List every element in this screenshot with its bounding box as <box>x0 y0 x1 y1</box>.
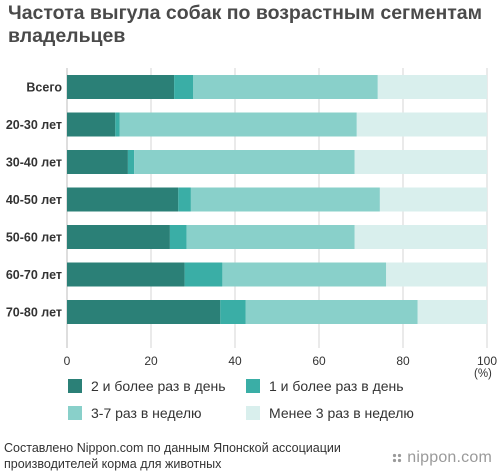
legend-item-series-3: 3-7 раз в неделю <box>68 405 202 421</box>
legend-swatch <box>246 406 260 420</box>
bar-segment <box>67 150 128 174</box>
bar-segment <box>67 75 175 99</box>
bar-segment <box>417 300 487 324</box>
category-label: 40-50 лет <box>6 193 62 207</box>
x-tick-label: 60 <box>312 354 326 368</box>
legend-item-series-4: Менее 3 раз в неделю <box>246 405 414 421</box>
bar-segment <box>220 300 246 324</box>
bar-segment <box>186 225 355 249</box>
bars <box>67 75 487 324</box>
bar-segment <box>354 150 487 174</box>
bar-segment <box>379 187 487 212</box>
bar-segment <box>174 75 193 99</box>
bar-segment <box>222 262 387 287</box>
bar-segment <box>67 187 179 212</box>
bar-segment <box>67 262 185 287</box>
stacked-bar-chart: Всего 20-30 лет 30-40 лет 40-50 лет 50-60 ле… <box>6 68 498 368</box>
source-note: Составлено Nippon.com по данным Японской… <box>4 441 341 471</box>
brand-name: nippon.com <box>407 449 492 466</box>
unit-label: (%) <box>474 368 492 380</box>
bar-segment <box>354 225 487 249</box>
legend-label: 2 и более раз в день <box>91 378 226 394</box>
category-label: 50-60 лет <box>6 231 62 245</box>
legend-label: 1 и более раз в день <box>269 378 404 394</box>
bar-segment <box>127 150 135 174</box>
category-label: 60-70 лет <box>6 268 62 282</box>
bar-segment <box>386 262 487 287</box>
bar-segment <box>67 300 221 324</box>
legend-swatch <box>246 379 260 393</box>
bar-segment <box>67 225 170 249</box>
x-tick-label: 100 <box>477 354 497 368</box>
legend-label: Менее 3 раз в неделю <box>269 405 414 421</box>
brand-logo: nippon.com <box>392 449 492 467</box>
legend-label: 3-7 раз в неделю <box>91 405 202 421</box>
brand-dots-icon <box>392 453 403 463</box>
bar-segment <box>193 75 378 99</box>
category-label: 20-30 лет <box>6 118 62 132</box>
legend-swatch <box>68 379 82 393</box>
category-label: 70-80 лет <box>6 306 62 320</box>
bar-segment <box>119 112 357 137</box>
bar-segment <box>169 225 187 249</box>
x-tick-label: 40 <box>228 354 242 368</box>
bar-segment <box>178 187 191 212</box>
legend-item-series-2: 1 и более раз в день <box>246 378 404 394</box>
bar-segment <box>245 300 418 324</box>
chart-title: Частота выгула собак по возрастным сегме… <box>8 2 483 47</box>
bar-segment <box>134 150 355 174</box>
x-tick-label: 20 <box>144 354 158 368</box>
legend-item-series-1: 2 и более раз в день <box>68 378 226 394</box>
bar-segment <box>115 112 120 137</box>
bar-segment <box>356 112 487 137</box>
x-tick-labels: 0 20 40 60 80 100 <box>64 354 498 368</box>
bar-segment <box>190 187 380 212</box>
category-label: 30-40 лет <box>6 156 62 170</box>
bar-segment <box>377 75 487 99</box>
category-label: Всего <box>26 81 62 95</box>
legend-swatch <box>68 406 82 420</box>
bar-segment <box>67 112 116 137</box>
x-tick-label: 0 <box>64 354 71 368</box>
category-labels: Всего 20-30 лет 30-40 лет 40-50 лет 50-60 ле… <box>6 81 63 320</box>
bar-segment <box>184 262 223 287</box>
x-tick-label: 80 <box>396 354 410 368</box>
